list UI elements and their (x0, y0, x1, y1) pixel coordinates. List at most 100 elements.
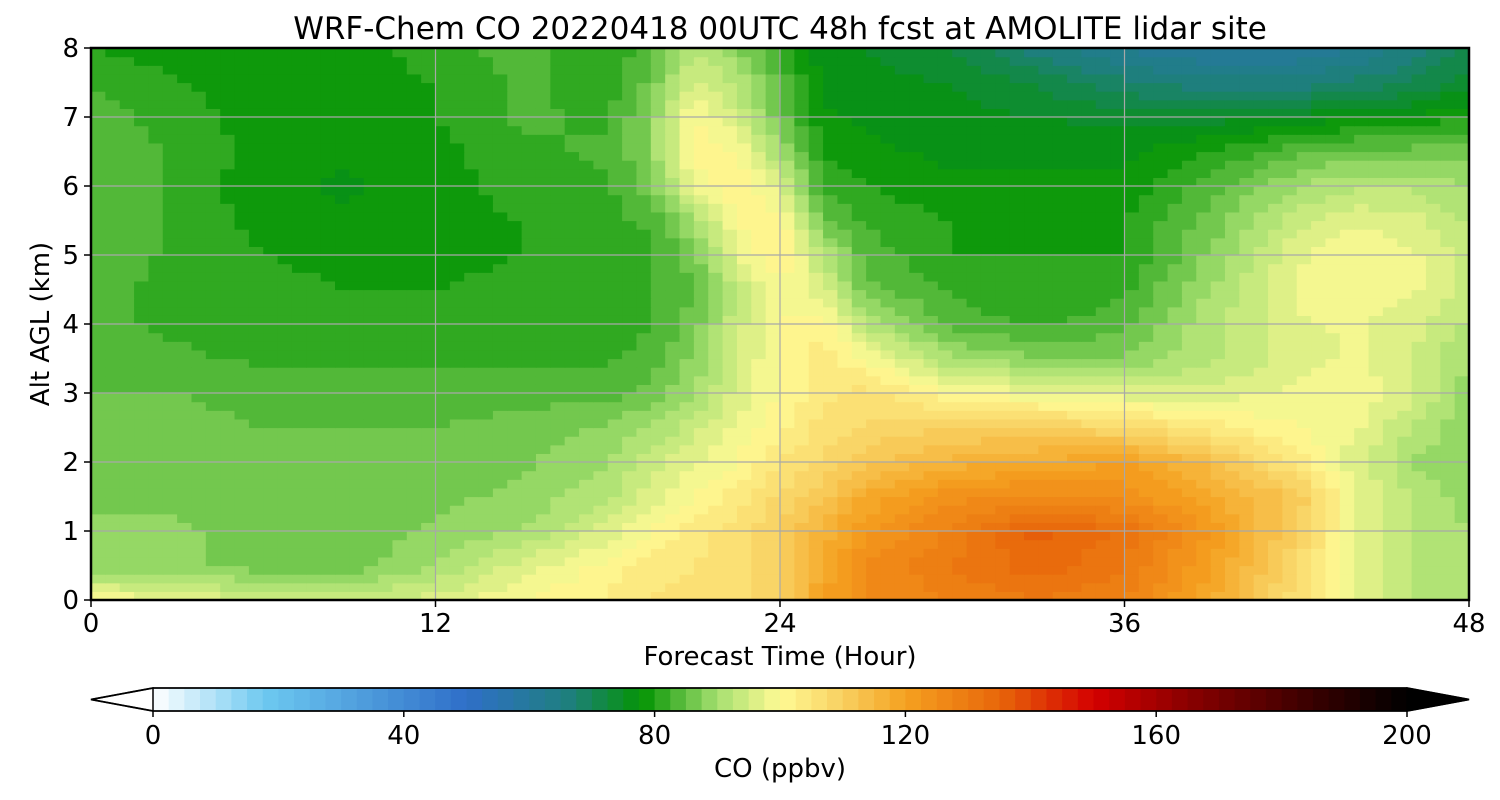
heatmap-cell (636, 470, 652, 480)
heatmap-cell (248, 349, 264, 360)
heatmap-cell (636, 168, 652, 178)
heatmap-cell (1110, 160, 1126, 170)
heatmap-cell (134, 263, 150, 273)
heatmap-cell (966, 375, 982, 385)
heatmap-cell (1167, 367, 1183, 377)
heatmap-cell (1397, 393, 1413, 403)
heatmap-cell (162, 237, 178, 247)
heatmap-cell (1397, 168, 1413, 178)
heatmap-cell (1067, 505, 1083, 515)
heatmap-cell (234, 565, 250, 575)
heatmap-cell (1397, 496, 1413, 506)
heatmap-cell (1095, 186, 1111, 196)
heatmap-cell (665, 487, 681, 498)
heatmap-cell (435, 453, 451, 463)
heatmap-cell (205, 177, 221, 187)
heatmap-cell (535, 505, 551, 515)
heatmap-cell (105, 436, 121, 446)
heatmap-cell (1454, 401, 1470, 411)
heatmap-cell (1038, 513, 1054, 523)
heatmap-cell (1181, 496, 1197, 506)
heatmap-cell (1224, 479, 1240, 489)
heatmap-cell (464, 384, 480, 394)
heatmap-cell (1311, 229, 1327, 239)
heatmap-cell (1009, 487, 1025, 498)
heatmap-cell (320, 427, 336, 437)
heatmap-cell (1253, 151, 1269, 161)
heatmap-cell (1425, 375, 1441, 385)
heatmap-cell (105, 513, 121, 523)
heatmap-cell (335, 565, 350, 575)
heatmap-cell (1253, 556, 1269, 567)
heatmap-cell (248, 151, 264, 161)
heatmap-cell (148, 289, 164, 299)
heatmap-cell (435, 479, 451, 489)
heatmap-cell (952, 289, 968, 299)
heatmap-cell (1009, 444, 1025, 454)
heatmap-cell (636, 237, 652, 247)
heatmap-cell (119, 556, 135, 567)
heatmap-cell (1296, 444, 1312, 454)
heatmap-cell (866, 203, 882, 213)
heatmap-cell (909, 410, 925, 420)
heatmap-cell (1081, 591, 1097, 601)
heatmap-cell (636, 194, 652, 204)
heatmap-cell (780, 168, 795, 178)
heatmap-cell (1196, 505, 1212, 515)
heatmap-cell (564, 151, 580, 161)
heatmap-cell (1354, 332, 1370, 342)
heatmap-cell (751, 384, 767, 394)
heatmap-cell (435, 349, 451, 360)
heatmap-cell (177, 358, 193, 368)
heatmap-cell (1382, 548, 1398, 558)
heatmap-cell (406, 531, 422, 541)
heatmap-cell (894, 522, 910, 532)
heatmap-cell (306, 280, 322, 291)
heatmap-cell (105, 194, 121, 204)
heatmap-cell (579, 565, 594, 575)
heatmap-cell (579, 237, 594, 247)
heatmap-cell (1253, 177, 1269, 187)
heatmap-cell (650, 220, 666, 230)
heatmap-cell (1382, 462, 1398, 472)
heatmap-cell (1052, 203, 1068, 213)
heatmap-cell (909, 375, 925, 385)
heatmap-cell (1038, 539, 1054, 549)
heatmap-cell (1311, 341, 1327, 351)
heatmap-cell (1253, 418, 1269, 429)
heatmap-cell (1124, 255, 1140, 265)
heatmap-cell (736, 298, 752, 308)
heatmap-cell (693, 444, 709, 454)
heatmap-cell (1411, 470, 1427, 480)
heatmap-cell (708, 582, 724, 592)
heatmap-cell (435, 306, 451, 316)
heatmap-cell (91, 229, 106, 239)
heatmap-cell (464, 556, 480, 567)
heatmap-cell (148, 280, 164, 291)
heatmap-cell (205, 462, 221, 472)
heatmap-cell (191, 462, 207, 472)
heatmap-cell (277, 522, 293, 532)
heatmap-cell (1397, 453, 1413, 463)
heatmap-cell (1181, 384, 1197, 394)
heatmap-cell (1052, 237, 1068, 247)
heatmap-cell (277, 513, 293, 523)
heatmap-cell (1354, 211, 1370, 222)
heatmap-cell (1440, 211, 1456, 222)
heatmap-cell (1196, 539, 1212, 549)
heatmap-cell (134, 246, 150, 256)
heatmap-cell (1067, 591, 1083, 601)
heatmap-cell (966, 427, 982, 437)
heatmap-cell (248, 272, 264, 282)
heatmap-cell (105, 177, 121, 187)
heatmap-cell (679, 306, 695, 316)
heatmap-cell (1210, 462, 1226, 472)
heatmap-cell (880, 177, 896, 187)
heatmap-cell (823, 479, 839, 489)
heatmap-cell (248, 315, 264, 325)
heatmap-cell (1282, 453, 1298, 463)
heatmap-cell (823, 289, 839, 299)
heatmap-cell (507, 298, 523, 308)
heatmap-cell (449, 194, 465, 204)
heatmap-cell (1382, 444, 1398, 454)
